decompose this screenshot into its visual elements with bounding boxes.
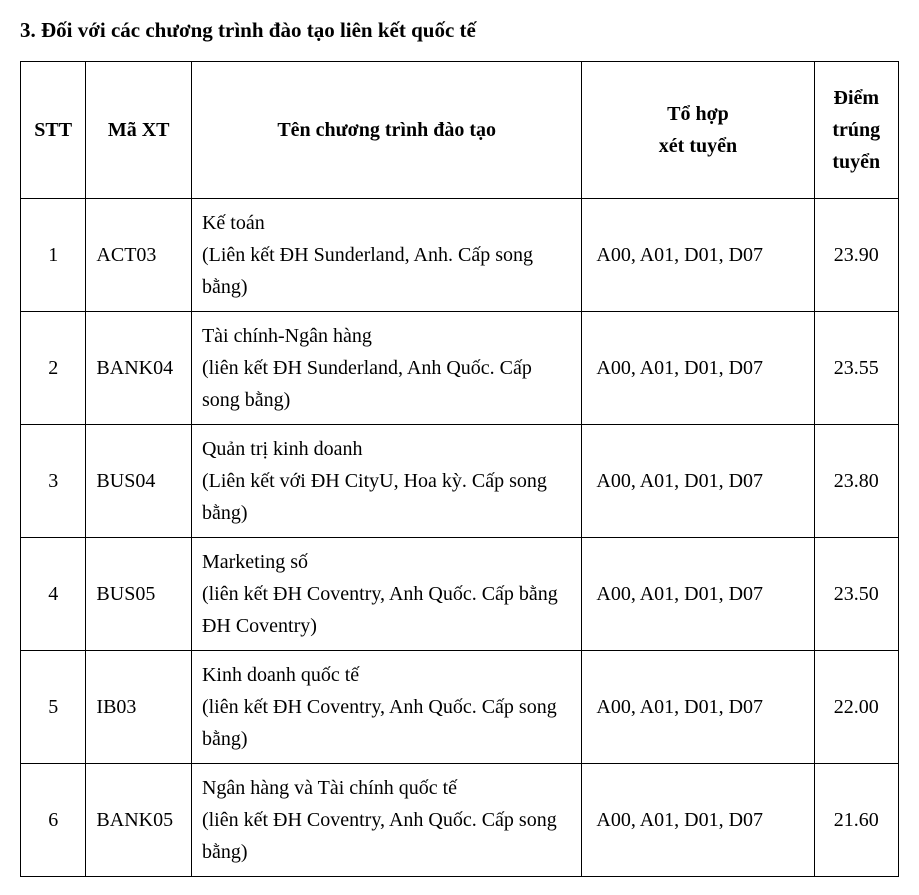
cell-name: Quản trị kinh doanh(Liên kết với ĐH City… [191, 425, 581, 538]
cell-code: BANK05 [86, 764, 192, 877]
col-header-combo: Tổ hợp xét tuyển [582, 62, 814, 199]
table-row: 6BANK05Ngân hàng và Tài chính quốc tế(li… [21, 764, 899, 877]
cell-stt: 3 [21, 425, 86, 538]
cell-code: BUS04 [86, 425, 192, 538]
cell-stt: 2 [21, 312, 86, 425]
table-row: 4BUS05Marketing số(liên kết ĐH Coventry,… [21, 538, 899, 651]
cell-combo: A00, A01, D01, D07 [582, 425, 814, 538]
cell-combo: A00, A01, D01, D07 [582, 764, 814, 877]
cell-code: ACT03 [86, 199, 192, 312]
cell-combo: A00, A01, D01, D07 [582, 199, 814, 312]
programs-table: STT Mã XT Tên chương trình đào tạo Tổ hợ… [20, 61, 899, 877]
table-header-row: STT Mã XT Tên chương trình đào tạo Tổ hợ… [21, 62, 899, 199]
col-header-combo-line1: Tổ hợp [592, 98, 803, 130]
col-header-score: Điểm trúng tuyển [814, 62, 898, 199]
cell-code: BUS05 [86, 538, 192, 651]
cell-score: 23.80 [814, 425, 898, 538]
table-row: 3BUS04Quản trị kinh doanh(Liên kết với Đ… [21, 425, 899, 538]
table-row: 2BANK04Tài chính-Ngân hàng(liên kết ĐH S… [21, 312, 899, 425]
col-header-combo-line2: xét tuyển [592, 130, 803, 162]
cell-score: 22.00 [814, 651, 898, 764]
cell-name: Kinh doanh quốc tế(liên kết ĐH Coventry,… [191, 651, 581, 764]
table-row: 5IB03Kinh doanh quốc tế(liên kết ĐH Cove… [21, 651, 899, 764]
cell-name: Tài chính-Ngân hàng(liên kết ĐH Sunderla… [191, 312, 581, 425]
section-title: 3. Đối với các chương trình đào tạo liên… [20, 18, 899, 43]
cell-score: 23.55 [814, 312, 898, 425]
cell-name: Kế toán(Liên kết ĐH Sunderland, Anh. Cấp… [191, 199, 581, 312]
table-body: 1ACT03Kế toán(Liên kết ĐH Sunderland, An… [21, 199, 899, 877]
cell-score: 23.50 [814, 538, 898, 651]
cell-score: 21.60 [814, 764, 898, 877]
cell-stt: 6 [21, 764, 86, 877]
cell-name: Marketing số(liên kết ĐH Coventry, Anh Q… [191, 538, 581, 651]
col-header-name: Tên chương trình đào tạo [191, 62, 581, 199]
cell-stt: 5 [21, 651, 86, 764]
cell-code: IB03 [86, 651, 192, 764]
cell-combo: A00, A01, D01, D07 [582, 651, 814, 764]
cell-score: 23.90 [814, 199, 898, 312]
cell-combo: A00, A01, D01, D07 [582, 538, 814, 651]
cell-stt: 4 [21, 538, 86, 651]
table-row: 1ACT03Kế toán(Liên kết ĐH Sunderland, An… [21, 199, 899, 312]
cell-stt: 1 [21, 199, 86, 312]
cell-code: BANK04 [86, 312, 192, 425]
col-header-code: Mã XT [86, 62, 192, 199]
cell-combo: A00, A01, D01, D07 [582, 312, 814, 425]
cell-name: Ngân hàng và Tài chính quốc tế(liên kết … [191, 764, 581, 877]
col-header-stt: STT [21, 62, 86, 199]
